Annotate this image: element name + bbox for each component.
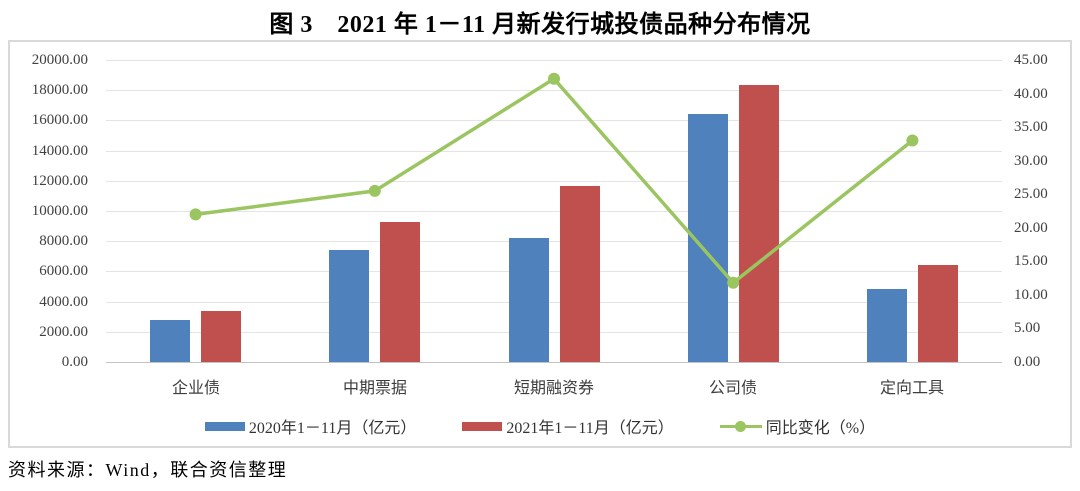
left-axis-tick: 16000.00 (31, 112, 88, 128)
source-note: 资料来源：Wind，联合资信整理 (8, 460, 288, 480)
left-axis-tick: 4000.00 (39, 294, 88, 310)
legend: 2020年1－11月（亿元） 2021年1－11月（亿元） 同比变化（%） (10, 414, 1070, 438)
yoy-point (906, 134, 919, 147)
gridline (106, 271, 1002, 272)
bar (867, 289, 907, 362)
right-axis-tick: 35.00 (1014, 119, 1048, 135)
gridline (106, 120, 1002, 121)
legend-item: 2020年1－11月（亿元） (204, 414, 417, 438)
bar (380, 222, 420, 362)
right-axis-tick: 20.00 (1014, 220, 1048, 236)
legend-item: 2021年1－11月（亿元） (462, 414, 674, 438)
yoy-point (548, 72, 560, 85)
left-axis-tick: 2000.00 (39, 324, 88, 340)
left-axis-tick: 20000.00 (31, 52, 88, 68)
left-axis-tick: 10000.00 (31, 203, 88, 219)
left-axis-tick: 0.00 (61, 354, 88, 370)
legend-line-marker-icon (719, 420, 762, 433)
right-axis-tick: 45.00 (1014, 52, 1048, 68)
category-label: 短期融资券 (513, 380, 594, 397)
legend-dot-icon (734, 420, 746, 432)
gridline (106, 332, 1002, 333)
right-axis-tick: 5.00 (1014, 320, 1041, 336)
legend-label: 2021年1－11月（亿元） (506, 420, 674, 437)
legend-bar-swatch-icon (204, 421, 245, 431)
category-label: 中期票据 (342, 380, 407, 397)
legend-label: 同比变化（%） (765, 420, 876, 437)
right-axis-ticks: 45.00 40.00 35.00 30.00 25.00 20.00 15.00 10.00… (1014, 42, 1074, 446)
category-label: 企业债 (171, 380, 220, 397)
yoy-point (368, 184, 381, 197)
right-axis-tick: 30.00 (1014, 153, 1048, 169)
bar (201, 311, 241, 362)
category-label: 定向工具 (879, 380, 944, 397)
bar (509, 238, 549, 362)
bar (329, 250, 369, 362)
left-axis-ticks: 20000.00 18000.00 16000.00 14000.00 12000.00… (10, 42, 88, 446)
left-axis-tick: 12000.00 (31, 173, 88, 189)
right-axis-tick: 10.00 (1014, 287, 1048, 303)
bar (560, 186, 600, 362)
gridline (106, 181, 1002, 182)
right-axis-tick: 0.00 (1014, 354, 1041, 370)
right-axis-tick: 40.00 (1014, 86, 1048, 102)
plot-area (106, 60, 1002, 363)
category-label: 公司债 (708, 380, 757, 397)
gridline (106, 241, 1002, 242)
legend-item: 同比变化（%） (719, 414, 876, 438)
left-axis-tick: 6000.00 (39, 263, 88, 279)
bar (150, 320, 190, 362)
right-axis-tick: 15.00 (1014, 253, 1048, 269)
chart-title: 图 3 2021 年 1－11 月新发行城投债品种分布情况 (269, 12, 811, 38)
gridline (106, 90, 1002, 91)
left-axis-tick: 18000.00 (31, 82, 88, 98)
bar (688, 114, 728, 362)
left-axis-tick: 14000.00 (31, 143, 88, 159)
legend-label: 2020年1－11月（亿元） (248, 420, 417, 437)
right-axis-tick: 25.00 (1014, 186, 1048, 202)
gridline (106, 211, 1002, 212)
yoy-point (727, 276, 740, 289)
bar (739, 85, 779, 362)
legend-bar-swatch-icon (462, 421, 503, 431)
left-axis-tick: 8000.00 (39, 233, 88, 249)
chart-frame: 20000.00 18000.00 16000.00 14000.00 12000.00… (8, 40, 1072, 448)
bar (918, 265, 958, 362)
gridline (106, 151, 1002, 152)
gridline (106, 60, 1002, 61)
x-axis-line (106, 362, 1002, 363)
gridline (106, 302, 1002, 303)
